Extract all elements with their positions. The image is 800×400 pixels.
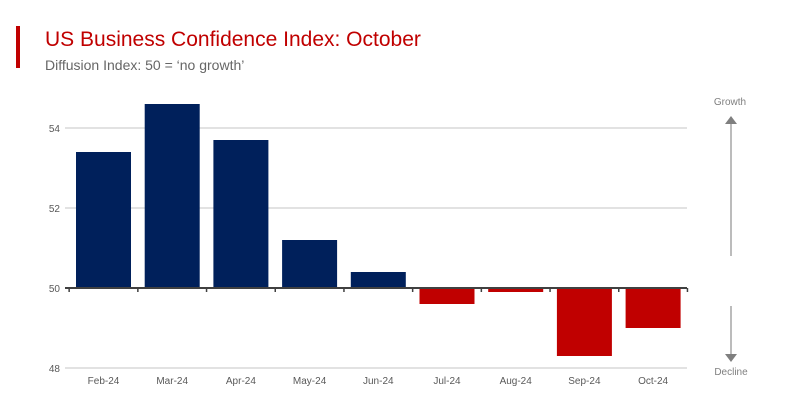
bar <box>76 152 131 288</box>
bar <box>488 288 544 292</box>
bar <box>144 104 200 288</box>
bar <box>556 288 612 356</box>
arrow-up-icon <box>725 116 737 124</box>
x-tick-label: Apr-24 <box>226 376 256 387</box>
x-tick-label: Aug-24 <box>500 376 533 387</box>
y-tick-label: 52 <box>49 204 61 215</box>
page-subtitle: Diffusion Index: 50 = ‘no growth’ <box>45 57 245 73</box>
x-tick-label: Oct-24 <box>638 376 668 387</box>
y-tick-label: 54 <box>49 124 61 135</box>
y-tick-label: 48 <box>49 364 61 375</box>
y-tick-label: 50 <box>49 284 61 295</box>
bar <box>350 272 406 288</box>
x-tick-label: Sep-24 <box>568 376 601 387</box>
x-tick-label: Mar-24 <box>156 376 188 387</box>
x-tick-label: May-24 <box>293 376 327 387</box>
growth-label: Growth <box>714 97 746 108</box>
title-accent-bar <box>16 26 20 68</box>
x-tick-label: Jun-24 <box>363 376 394 387</box>
decline-label: Decline <box>714 367 748 378</box>
x-tick-label: Jul-24 <box>433 376 461 387</box>
bar <box>282 240 338 288</box>
bar <box>213 140 269 288</box>
x-tick-label: Feb-24 <box>88 376 120 387</box>
bar <box>625 288 681 328</box>
bar <box>419 288 475 304</box>
arrow-down-icon <box>725 354 737 362</box>
page-title: US Business Confidence Index: October <box>45 28 421 51</box>
